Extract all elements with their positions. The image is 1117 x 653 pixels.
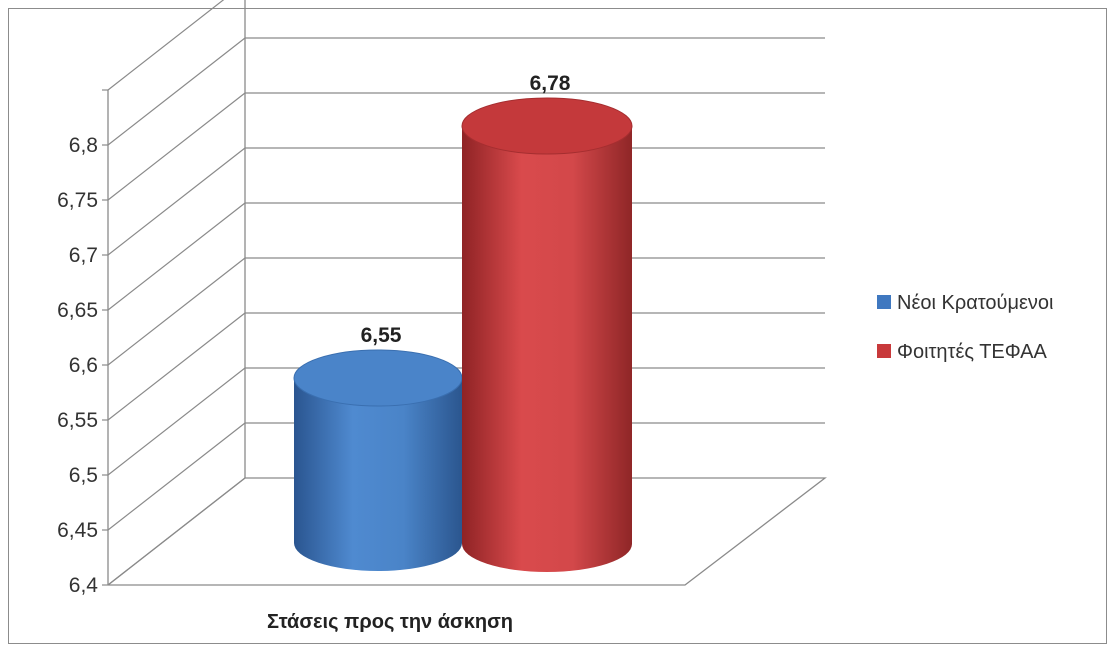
- gridline-side: [107, 312, 246, 421]
- y-tick-label: 6,7: [69, 244, 98, 267]
- gridline-side: [107, 257, 246, 366]
- gridline-side: [107, 92, 246, 201]
- data-label: 6,78: [530, 72, 571, 95]
- x-category-label: Στάσεις προς την άσκηση: [267, 611, 513, 633]
- gridline-side: [107, 37, 246, 146]
- gridline-side: [107, 422, 246, 531]
- y-tick-label: 6,45: [57, 519, 98, 542]
- y-tick-label: 6,5: [69, 464, 98, 487]
- legend-label: Νέοι Κρατούμενοι: [897, 292, 1053, 314]
- gridline-side: [107, 367, 246, 476]
- gridline-side: [107, 0, 225, 91]
- legend-swatch: [877, 344, 891, 358]
- bar-body: [462, 126, 632, 572]
- y-tick-label: 6,8: [69, 134, 98, 157]
- bar-body: [294, 378, 462, 571]
- data-labels: 6,55 6,78: [361, 72, 571, 347]
- legend-label: Φοιτητές ΤΕΦΑΑ: [897, 341, 1047, 363]
- legend: Νέοι Κρατούμενοι Φοιτητές ΤΕΦΑΑ: [877, 292, 1053, 363]
- y-tick-label: 6,65: [57, 299, 98, 322]
- bar-top: [293, 349, 463, 407]
- legend-swatch: [877, 295, 891, 309]
- bar-cylinder: [293, 349, 463, 571]
- y-axis-ticks: 6,4 6,45 6,5 6,55 6,6 6,65 6,7 6,75 6,8: [57, 134, 98, 597]
- y-tick-label: 6,4: [69, 574, 99, 597]
- y-tick-label: 6,55: [57, 409, 98, 432]
- bar-cylinder: [461, 97, 633, 572]
- gridline-side: [107, 147, 246, 256]
- bar-top: [461, 97, 633, 155]
- x-axis-categories: Στάσεις προς την άσκηση: [267, 611, 513, 633]
- y-tick-label: 6,75: [57, 189, 98, 212]
- data-label: 6,55: [361, 324, 402, 347]
- bars: [293, 97, 633, 572]
- y-tick-label: 6,6: [69, 354, 98, 377]
- gridline-side: [107, 202, 246, 311]
- gridline-side: [107, 477, 246, 586]
